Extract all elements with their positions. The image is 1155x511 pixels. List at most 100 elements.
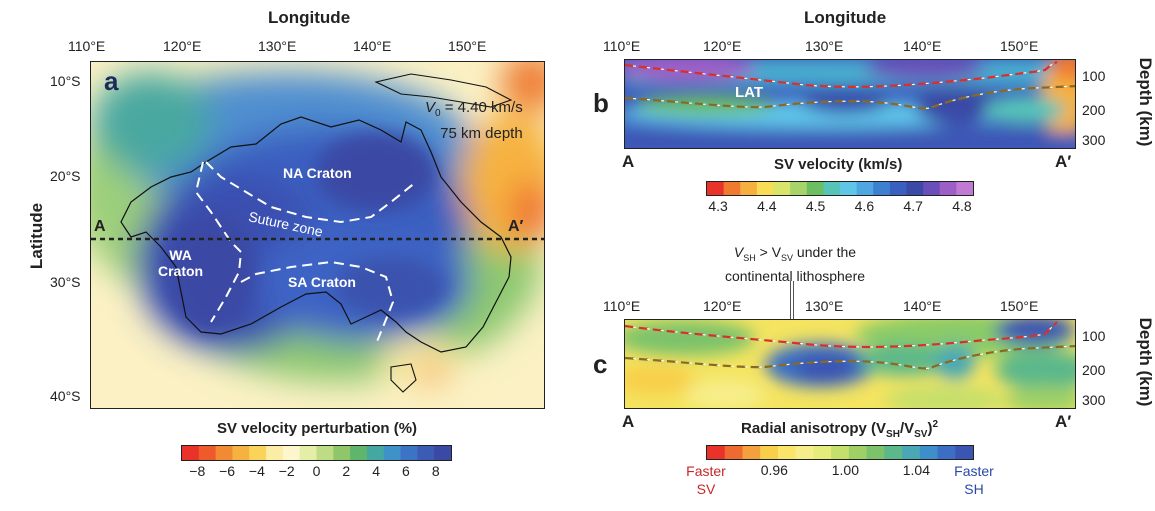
colorbar-swatch [906, 182, 924, 195]
colorbar-swatch [866, 446, 885, 459]
colorbar-swatch [856, 182, 874, 195]
colorbar-swatch [434, 446, 451, 460]
colorbar-swatch [773, 182, 791, 195]
colorbar-tick-label: 8 [431, 463, 440, 479]
profile-end-label: A′ [508, 218, 524, 235]
cbar-c-title-a: Radial anisotropy (V [741, 420, 887, 437]
annotation-vsv-sub: SV [781, 252, 794, 263]
colorbar-swatch [366, 446, 385, 460]
annotation-under: under the [793, 244, 857, 260]
depth-note: 75 km depth [440, 125, 523, 142]
wa-craton-label: WA Craton [158, 247, 204, 279]
sa-craton-label: SA Craton [288, 274, 356, 290]
panel-c-section [624, 319, 1076, 409]
colorbar-swatch [919, 446, 939, 459]
panel-a-label: a [104, 66, 119, 96]
panel-b-lon-tick: 130°E [805, 38, 844, 54]
colorbar-swatch [955, 446, 973, 459]
colorbar-tick-label: 4.4 [757, 198, 777, 214]
colorbar-swatch [299, 446, 317, 460]
colorbar-swatch [813, 446, 832, 459]
cbar-c-title-b: /V [899, 420, 915, 437]
colorbar-swatch [923, 182, 941, 195]
colorbar-tick-label: −6 [219, 463, 236, 479]
colorbar-swatch [316, 446, 334, 460]
colorbar-swatch [806, 182, 824, 195]
colorbar-swatch [740, 182, 758, 195]
colorbar-swatch [400, 446, 418, 460]
colorbar-swatch [249, 446, 267, 460]
panel-c-label: c [593, 349, 608, 379]
panel-b-label: b [593, 88, 609, 118]
colorbar-swatch [383, 446, 402, 460]
annotation-line2: continental lithosphere [724, 267, 866, 284]
colorbar-tick-label: −8 [189, 463, 206, 479]
panel-c-colorbar-title: Radial anisotropy (VSH/VSV)2 [741, 419, 938, 440]
colorbar-swatch [889, 182, 908, 195]
colorbar-tick-label: 4.8 [952, 198, 972, 214]
cbar-c-title-sub1: SH [886, 429, 900, 440]
colorbar-swatch [937, 446, 956, 459]
colorbar-tick-label: 4 [372, 463, 381, 479]
v0-annotation: V0 = 4.40 km/s 75 km depth [425, 98, 523, 144]
panel-c-depth-tick: 200 [1082, 362, 1106, 378]
colorbar-tick-label: −4 [248, 463, 265, 479]
colorbar-tick-label: 1.00 [831, 462, 859, 478]
colorbar-tick-label: 4.5 [805, 198, 826, 214]
panel-a-lon-tick: 130°E [258, 38, 297, 54]
panel-c-lon-tick: 120°E [703, 298, 742, 314]
panel-a-top-title: Longitude [268, 8, 351, 27]
colorbar-swatch [282, 446, 301, 460]
cbar-c-title-c: ) [927, 420, 933, 437]
panel-a-lat-tick: 40°S [50, 388, 81, 404]
panel-b-top-title: Longitude [804, 8, 887, 27]
colorbar-tick-label: 4.3 [708, 198, 728, 214]
panel-c-depth-tick: 300 [1082, 392, 1106, 408]
cbar-c-title-sub2: SV [914, 429, 928, 440]
colorbar-swatch [840, 182, 858, 195]
panel-b-end: A′ [1055, 152, 1072, 171]
colorbar-swatch [266, 446, 284, 460]
colorbar-tick-label: 0 [312, 463, 321, 479]
panel-b-depth-tick: 200 [1082, 102, 1106, 118]
lat-label: LAT [735, 84, 764, 101]
colorbar-swatch [198, 446, 217, 460]
v0-symbol: V [425, 99, 436, 116]
colorbar-tick-label: 1.04 [902, 462, 930, 478]
colorbar-swatch [790, 182, 808, 195]
panel-c-colorbar-ticks: 0.96 1.00 1.04 [706, 462, 974, 482]
profile-start-label: A [94, 218, 106, 235]
panel-c-colorbar [706, 445, 974, 460]
panel-b-lon-tick: 150°E [1000, 38, 1039, 54]
colorbar-swatch [333, 446, 351, 460]
panel-b-depth-tick: 100 [1082, 68, 1106, 84]
panel-c-lon-tick: 110°E [603, 298, 641, 314]
panel-b-depth-title: Depth (km) [1136, 57, 1155, 147]
panel-b-lon-tick: 120°E [703, 38, 742, 54]
panel-a-map [90, 61, 545, 409]
colorbar-swatch [902, 446, 921, 459]
panel-b-colorbar-ticks: 4.3 4.4 4.5 4.6 4.7 4.8 [706, 198, 974, 218]
colorbar-swatch [723, 182, 741, 195]
cbar-c-title-sup: 2 [932, 419, 939, 430]
panel-c-lon-tick: 130°E [805, 298, 844, 314]
colorbar-swatch [795, 446, 814, 459]
colorbar-swatch [823, 182, 841, 195]
colorbar-swatch [848, 446, 868, 459]
panel-a-lon-tick: 120°E [163, 38, 202, 54]
panel-a-y-title: Latitude [27, 202, 46, 270]
na-craton-label: NA Craton [283, 165, 352, 181]
colorbar-tick-label: 4.7 [903, 198, 923, 214]
colorbar-swatch [215, 446, 233, 460]
v0-value: = 4.40 km/s [440, 99, 523, 116]
panel-b-lon-tick: 110°E [603, 38, 641, 54]
colorbar-swatch [956, 182, 973, 195]
panel-c-depth-title: Depth (km) [1136, 317, 1155, 407]
colorbar-swatch [350, 446, 368, 460]
panel-a-lat-tick: 20°S [50, 168, 81, 184]
panel-a-lat-tick: 10°S [50, 73, 81, 89]
panel-c-depth-tick: 100 [1082, 328, 1106, 344]
panel-c-start: A [622, 412, 635, 431]
panel-a-lon-tick: 110°E [68, 38, 106, 54]
annotation-vsh: V [733, 244, 744, 260]
